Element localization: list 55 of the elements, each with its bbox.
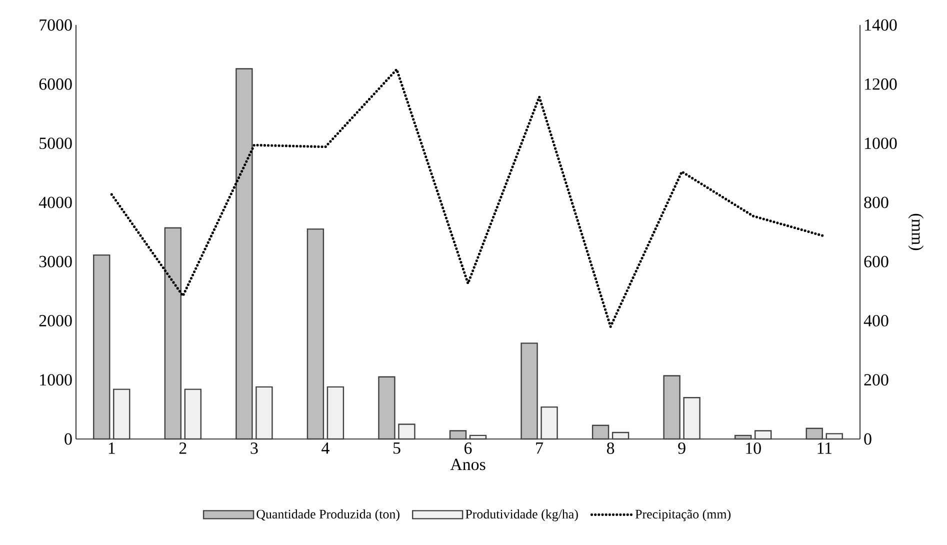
bar — [540, 406, 558, 440]
y-tick-label: 2000 — [39, 314, 72, 326]
x-tick-label: 1 — [108, 442, 115, 454]
x-tick-label: 3 — [250, 442, 258, 454]
bar — [378, 376, 396, 440]
bar — [449, 430, 467, 440]
bar — [663, 375, 680, 440]
legend-label: Quantidade Produzida (ton) — [256, 509, 400, 522]
bar — [754, 430, 772, 440]
x-tick-label: 2 — [179, 442, 186, 454]
bar — [469, 434, 487, 440]
y-tick-label: 7000 — [40, 19, 72, 31]
y-tick-label: 3000 — [39, 256, 72, 268]
legend-label: Produtividade (kg/ha) — [466, 509, 578, 522]
y-tick-label: 5000 — [40, 138, 72, 150]
bar — [826, 433, 843, 440]
bar — [398, 424, 416, 440]
bar — [326, 386, 344, 440]
x-tick-label: 5 — [393, 442, 400, 454]
bar — [236, 68, 253, 440]
y2-tick-label: 400 — [864, 314, 888, 326]
y2-tick-label: 1200 — [865, 78, 897, 90]
bar — [256, 386, 273, 440]
y2-tick-label: 800 — [864, 196, 888, 208]
line-series — [110, 68, 826, 328]
bar — [184, 388, 202, 440]
y-tick-label: 0 — [64, 433, 72, 445]
y2-axis-title: (mm) — [908, 214, 924, 250]
y2-tick-label: 1000 — [865, 138, 897, 149]
legend-label: Precipitação (mm) — [635, 509, 731, 522]
bar — [93, 254, 110, 440]
bar — [520, 342, 538, 440]
y-tick-label: 6000 — [39, 78, 72, 90]
x-tick-label: 6 — [464, 442, 472, 454]
y-tick-label: 1000 — [40, 374, 72, 386]
bar — [306, 228, 324, 440]
x-axis-title: Anos — [450, 458, 486, 470]
x-tick-label: 11 — [818, 442, 832, 454]
y2-tick-label: 1400 — [865, 19, 897, 31]
bar — [612, 432, 630, 440]
y2-tick-label: 0 — [864, 433, 872, 445]
bar — [683, 397, 700, 440]
bar — [806, 428, 823, 440]
bar — [164, 227, 182, 440]
x-tick-label: 9 — [678, 442, 686, 454]
y-tick-label: 4000 — [38, 196, 72, 208]
x-tick-label: 4 — [322, 442, 330, 454]
bar — [734, 434, 752, 440]
y2-tick-label: 600 — [864, 256, 888, 268]
x-tick-label: 10 — [746, 442, 761, 454]
x-tick-label: 8 — [606, 442, 614, 454]
y2-tick-label: 200 — [864, 374, 888, 386]
bar — [592, 424, 610, 440]
x-tick-label: 7 — [536, 442, 544, 454]
bar — [113, 388, 130, 440]
